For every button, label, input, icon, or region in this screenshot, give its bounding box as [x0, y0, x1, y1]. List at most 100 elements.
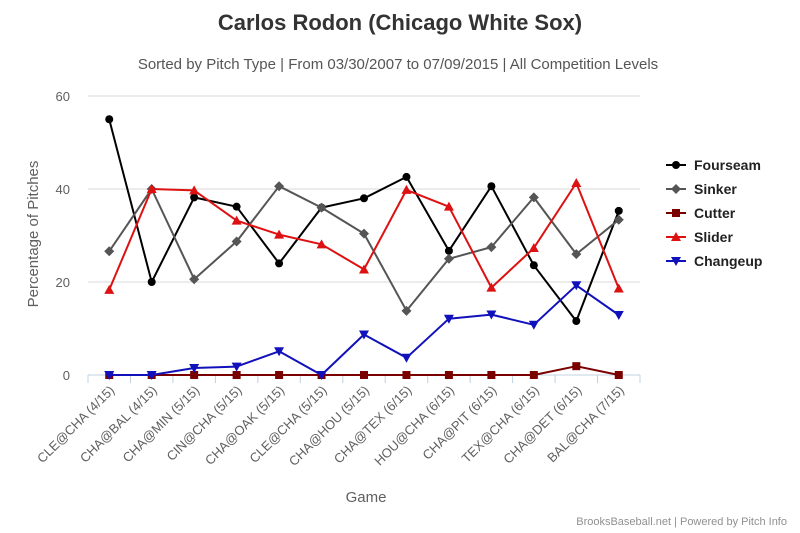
data-point-sinker[interactable] — [316, 202, 327, 213]
chart-title: Carlos Rodon (Chicago White Sox) — [218, 10, 582, 35]
data-point-slider[interactable] — [146, 184, 157, 193]
chart-subtitle: Sorted by Pitch Type | From 03/30/2007 t… — [138, 56, 658, 73]
legend-item-sinker[interactable]: Sinker — [666, 181, 737, 197]
data-point-fourseam[interactable] — [275, 259, 284, 268]
data-point-sinker[interactable] — [443, 253, 454, 264]
x-tick-label: HOU@CHA (6/15) — [371, 383, 457, 469]
data-point-slider[interactable] — [443, 201, 454, 211]
data-point-changeup[interactable] — [359, 330, 369, 340]
data-point-changeup[interactable] — [401, 353, 412, 363]
data-point-slider[interactable] — [401, 184, 412, 194]
data-point-slider[interactable] — [231, 215, 242, 225]
legend-label: Cutter — [694, 205, 736, 221]
data-point-slider[interactable] — [571, 177, 582, 187]
series-fourseam — [105, 115, 623, 326]
legend-marker-slider — [671, 232, 681, 241]
series-sinker — [104, 181, 624, 316]
data-point-fourseam[interactable] — [190, 193, 199, 202]
data-point-slider[interactable] — [316, 239, 327, 249]
data-point-slider[interactable] — [104, 284, 115, 294]
data-point-cutter[interactable] — [614, 371, 623, 379]
legend-item-cutter[interactable]: Cutter — [666, 205, 736, 221]
credits-text[interactable]: BrooksBaseball.net | Powered by Pitch In… — [576, 516, 787, 528]
legend-marker-changeup — [671, 257, 681, 266]
data-point-sinker[interactable] — [528, 192, 539, 203]
data-point-fourseam[interactable] — [529, 261, 538, 270]
axes: 0 20 40 60 CLE@CHA (4/15)CHA@BAL (4/15)CHA@M… — [34, 89, 641, 469]
data-point-fourseam[interactable] — [402, 172, 411, 181]
x-tick-label: CHA@DET (6/15) — [500, 383, 584, 467]
data-point-sinker[interactable] — [231, 236, 242, 247]
data-point-changeup[interactable] — [571, 281, 582, 291]
data-point-fourseam[interactable] — [105, 115, 114, 124]
y-tick-label: 40 — [56, 182, 70, 197]
x-axis-title: Game — [346, 489, 387, 506]
x-tick-label: CHA@MIN (5/15) — [120, 383, 203, 466]
data-point-changeup[interactable] — [274, 347, 285, 357]
legend-item-slider[interactable]: Slider — [666, 229, 733, 245]
data-point-slider[interactable] — [528, 243, 539, 253]
y-tick-label: 0 — [63, 368, 70, 383]
data-point-changeup[interactable] — [316, 371, 327, 380]
data-point-slider[interactable] — [274, 229, 285, 239]
data-point-fourseam[interactable] — [487, 182, 496, 191]
data-point-sinker[interactable] — [359, 228, 369, 239]
series-changeup — [104, 281, 624, 380]
data-point-cutter[interactable] — [275, 371, 284, 379]
data-point-slider[interactable] — [613, 283, 624, 293]
data-point-sinker[interactable] — [401, 305, 412, 316]
data-point-changeup[interactable] — [613, 311, 624, 321]
data-point-slider[interactable] — [189, 185, 200, 195]
x-tick-label: CHA@OAK (5/15) — [202, 383, 287, 468]
y-tick-label: 60 — [56, 89, 70, 104]
data-point-cutter[interactable] — [190, 371, 199, 379]
data-point-sinker[interactable] — [104, 246, 115, 257]
series-line-changeup — [109, 284, 620, 376]
data-point-changeup[interactable] — [486, 310, 497, 320]
x-tick-label: CHA@BAL (4/15) — [77, 383, 160, 466]
series-layer — [104, 115, 624, 380]
legend[interactable]: Fourseam Sinker Cutter Slider Changeup — [666, 157, 762, 269]
data-point-cutter[interactable] — [360, 371, 368, 379]
data-point-changeup[interactable] — [104, 371, 115, 380]
data-point-sinker[interactable] — [613, 214, 624, 225]
data-point-fourseam[interactable] — [444, 246, 453, 255]
data-point-changeup[interactable] — [189, 364, 200, 374]
legend-item-fourseam[interactable]: Fourseam — [666, 157, 761, 173]
data-point-fourseam[interactable] — [147, 278, 156, 286]
data-point-sinker[interactable] — [189, 274, 200, 285]
data-point-fourseam[interactable] — [572, 317, 581, 326]
data-point-changeup[interactable] — [443, 314, 454, 324]
series-slider — [104, 177, 624, 294]
legend-marker-cutter — [672, 209, 680, 217]
data-point-sinker[interactable] — [274, 181, 285, 192]
y-axis-title: Percentage of Pitches — [25, 161, 42, 308]
data-point-cutter[interactable] — [529, 371, 538, 379]
data-point-cutter[interactable] — [232, 371, 241, 379]
x-tick-label: CHA@TEX (6/15) — [331, 383, 415, 467]
data-point-slider[interactable] — [359, 264, 369, 274]
x-tick-label: CHA@HOU (5/15) — [286, 383, 372, 469]
y-tick-label: 20 — [56, 275, 70, 290]
legend-label: Changeup — [694, 253, 762, 269]
legend-label: Slider — [694, 229, 733, 245]
data-point-sinker[interactable] — [571, 249, 582, 260]
data-point-cutter[interactable] — [402, 371, 411, 379]
legend-item-changeup[interactable]: Changeup — [666, 253, 762, 269]
data-point-slider[interactable] — [486, 282, 497, 292]
data-point-cutter[interactable] — [572, 362, 581, 371]
data-point-changeup[interactable] — [528, 320, 539, 330]
data-point-cutter[interactable] — [444, 371, 453, 379]
data-point-sinker[interactable] — [486, 242, 497, 253]
data-point-fourseam[interactable] — [360, 194, 368, 203]
data-point-fourseam[interactable] — [232, 202, 241, 211]
series-line-sinker — [108, 185, 620, 312]
x-tick-label: TEX@CHA (6/15) — [459, 383, 542, 466]
data-point-changeup[interactable] — [231, 362, 242, 372]
x-tick-label: CLE@CHA (5/15) — [246, 383, 329, 466]
data-point-fourseam[interactable] — [614, 206, 623, 215]
legend-label: Sinker — [694, 181, 737, 197]
data-point-changeup[interactable] — [146, 371, 157, 380]
data-point-cutter[interactable] — [487, 371, 496, 379]
